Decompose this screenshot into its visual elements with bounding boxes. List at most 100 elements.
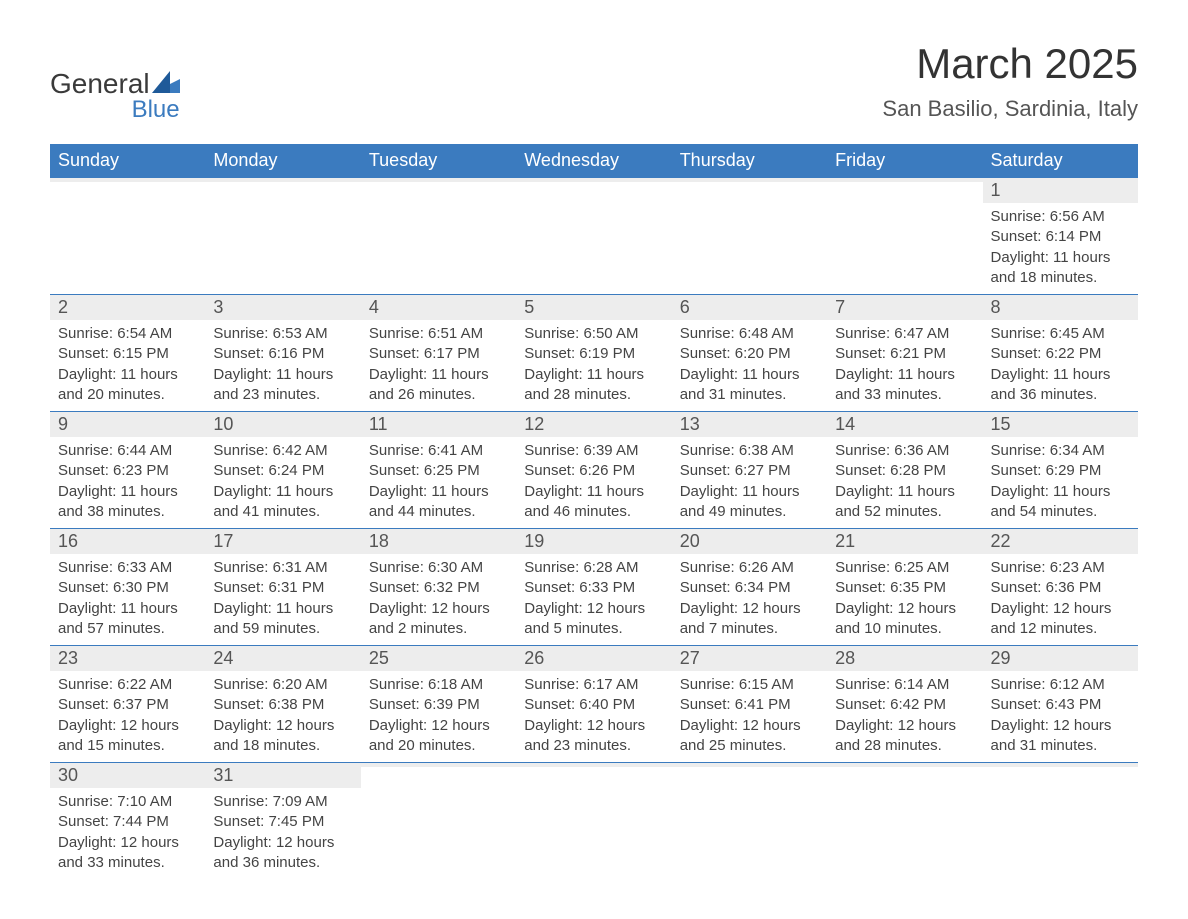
daylight-line: Daylight: 11 hours and 49 minutes. xyxy=(680,482,819,523)
day-number xyxy=(516,178,671,182)
day-number xyxy=(361,178,516,182)
sunrise-line: Sunrise: 6:42 AM xyxy=(213,441,352,461)
weekday-header: Friday xyxy=(827,144,982,178)
day-number: 7 xyxy=(827,295,982,320)
sunset-line: Sunset: 6:22 PM xyxy=(991,344,1130,364)
day-number: 4 xyxy=(361,295,516,320)
sunrise-line: Sunrise: 6:54 AM xyxy=(58,324,197,344)
sunrise-line: Sunrise: 6:33 AM xyxy=(58,558,197,578)
day-cell: Sunrise: 6:28 AMSunset: 6:33 PMDaylight:… xyxy=(516,554,671,645)
day-cell: Sunrise: 6:54 AMSunset: 6:15 PMDaylight:… xyxy=(50,320,205,411)
day-cell: Sunrise: 6:48 AMSunset: 6:20 PMDaylight:… xyxy=(672,320,827,411)
day-number xyxy=(361,763,516,767)
day-number: 10 xyxy=(205,412,360,437)
sunset-line: Sunset: 6:15 PM xyxy=(58,344,197,364)
month-title: March 2025 xyxy=(882,40,1138,88)
daylight-line: Daylight: 12 hours and 31 minutes. xyxy=(991,716,1130,757)
sunrise-line: Sunrise: 6:41 AM xyxy=(369,441,508,461)
header: General Blue March 2025 San Basilio, Sar… xyxy=(50,40,1138,124)
sunrise-line: Sunrise: 6:50 AM xyxy=(524,324,663,344)
sunset-line: Sunset: 6:29 PM xyxy=(991,461,1130,481)
sunset-line: Sunset: 6:24 PM xyxy=(213,461,352,481)
day-number: 6 xyxy=(672,295,827,320)
sunrise-line: Sunrise: 6:45 AM xyxy=(991,324,1130,344)
day-cell: Sunrise: 6:39 AMSunset: 6:26 PMDaylight:… xyxy=(516,437,671,528)
sunset-line: Sunset: 6:30 PM xyxy=(58,578,197,598)
sunset-line: Sunset: 6:25 PM xyxy=(369,461,508,481)
sunrise-line: Sunrise: 6:23 AM xyxy=(991,558,1130,578)
day-number xyxy=(983,763,1138,767)
day-cell xyxy=(672,203,827,213)
day-cell xyxy=(983,788,1138,798)
daylight-line: Daylight: 11 hours and 54 minutes. xyxy=(991,482,1130,523)
day-cell: Sunrise: 6:25 AMSunset: 6:35 PMDaylight:… xyxy=(827,554,982,645)
day-number: 11 xyxy=(361,412,516,437)
daylight-line: Daylight: 11 hours and 28 minutes. xyxy=(524,365,663,406)
sunset-line: Sunset: 6:28 PM xyxy=(835,461,974,481)
sunrise-line: Sunrise: 6:12 AM xyxy=(991,675,1130,695)
day-number: 13 xyxy=(672,412,827,437)
calendar-table: SundayMondayTuesdayWednesdayThursdayFrid… xyxy=(50,144,1138,879)
day-number xyxy=(827,178,982,182)
day-number xyxy=(50,178,205,182)
sunrise-line: Sunrise: 6:56 AM xyxy=(991,207,1130,227)
sunset-line: Sunset: 6:42 PM xyxy=(835,695,974,715)
day-number xyxy=(205,178,360,182)
daylight-line: Daylight: 11 hours and 26 minutes. xyxy=(369,365,508,406)
day-number: 30 xyxy=(50,763,205,788)
sunrise-line: Sunrise: 6:17 AM xyxy=(524,675,663,695)
sunrise-line: Sunrise: 6:31 AM xyxy=(213,558,352,578)
day-number: 1 xyxy=(983,178,1138,203)
sunset-line: Sunset: 6:23 PM xyxy=(58,461,197,481)
week-daynum-row: 23242526272829 xyxy=(50,646,1138,672)
sunset-line: Sunset: 6:35 PM xyxy=(835,578,974,598)
daylight-line: Daylight: 11 hours and 20 minutes. xyxy=(58,365,197,406)
day-number: 28 xyxy=(827,646,982,671)
week-daynum-row: 3031 xyxy=(50,763,1138,789)
day-number: 12 xyxy=(516,412,671,437)
day-cell: Sunrise: 6:15 AMSunset: 6:41 PMDaylight:… xyxy=(672,671,827,762)
week-data-row: Sunrise: 7:10 AMSunset: 7:44 PMDaylight:… xyxy=(50,788,1138,879)
day-cell xyxy=(516,788,671,798)
sunrise-line: Sunrise: 6:25 AM xyxy=(835,558,974,578)
sunrise-line: Sunrise: 6:26 AM xyxy=(680,558,819,578)
week-daynum-row: 1 xyxy=(50,178,1138,204)
week-data-row: Sunrise: 6:54 AMSunset: 6:15 PMDaylight:… xyxy=(50,320,1138,412)
sunset-line: Sunset: 6:37 PM xyxy=(58,695,197,715)
day-cell xyxy=(516,203,671,213)
day-number: 31 xyxy=(205,763,360,788)
day-number: 17 xyxy=(205,529,360,554)
sunset-line: Sunset: 6:14 PM xyxy=(991,227,1130,247)
day-number: 5 xyxy=(516,295,671,320)
sunset-line: Sunset: 6:36 PM xyxy=(991,578,1130,598)
sunrise-line: Sunrise: 6:38 AM xyxy=(680,441,819,461)
title-block: March 2025 San Basilio, Sardinia, Italy xyxy=(882,40,1138,122)
daylight-line: Daylight: 11 hours and 38 minutes. xyxy=(58,482,197,523)
day-cell: Sunrise: 6:41 AMSunset: 6:25 PMDaylight:… xyxy=(361,437,516,528)
sunrise-line: Sunrise: 6:34 AM xyxy=(991,441,1130,461)
week-data-row: Sunrise: 6:22 AMSunset: 6:37 PMDaylight:… xyxy=(50,671,1138,763)
daylight-line: Daylight: 11 hours and 23 minutes. xyxy=(213,365,352,406)
daylight-line: Daylight: 11 hours and 33 minutes. xyxy=(835,365,974,406)
day-cell: Sunrise: 6:23 AMSunset: 6:36 PMDaylight:… xyxy=(983,554,1138,645)
day-cell: Sunrise: 6:20 AMSunset: 6:38 PMDaylight:… xyxy=(205,671,360,762)
day-cell: Sunrise: 6:12 AMSunset: 6:43 PMDaylight:… xyxy=(983,671,1138,762)
day-cell: Sunrise: 6:36 AMSunset: 6:28 PMDaylight:… xyxy=(827,437,982,528)
weekday-header: Wednesday xyxy=(516,144,671,178)
daylight-line: Daylight: 12 hours and 25 minutes. xyxy=(680,716,819,757)
week-daynum-row: 2345678 xyxy=(50,295,1138,321)
day-cell: Sunrise: 6:50 AMSunset: 6:19 PMDaylight:… xyxy=(516,320,671,411)
daylight-line: Daylight: 11 hours and 59 minutes. xyxy=(213,599,352,640)
day-cell xyxy=(361,203,516,213)
daylight-line: Daylight: 12 hours and 23 minutes. xyxy=(524,716,663,757)
weekday-header: Saturday xyxy=(983,144,1138,178)
weekday-header: Sunday xyxy=(50,144,205,178)
sunrise-line: Sunrise: 6:20 AM xyxy=(213,675,352,695)
daylight-line: Daylight: 11 hours and 18 minutes. xyxy=(991,248,1130,289)
sunset-line: Sunset: 6:16 PM xyxy=(213,344,352,364)
daylight-line: Daylight: 12 hours and 36 minutes. xyxy=(213,833,352,874)
day-cell: Sunrise: 6:44 AMSunset: 6:23 PMDaylight:… xyxy=(50,437,205,528)
day-number: 19 xyxy=(516,529,671,554)
day-number xyxy=(672,763,827,767)
day-number: 3 xyxy=(205,295,360,320)
